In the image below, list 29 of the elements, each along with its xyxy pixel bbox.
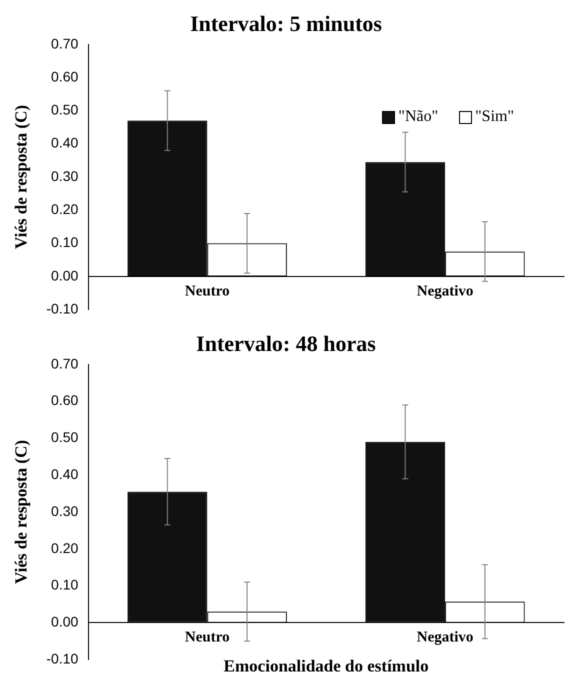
y-tick-label: -0.10 — [46, 300, 79, 316]
y-axis-title: Viés de resposta (C) — [12, 104, 31, 250]
chart-title: Intervalo: 5 minutos — [190, 10, 382, 36]
y-tick-label: 0.70 — [51, 35, 79, 52]
y-tick-label: 0.20 — [51, 201, 79, 218]
x-tick-label: Negativo — [416, 630, 474, 646]
y-tick-label: 0.00 — [51, 267, 79, 284]
legend-label: "Não" — [398, 108, 438, 126]
y-tick-label: 0.70 — [51, 355, 79, 372]
y-tick-label: 0.50 — [51, 429, 79, 446]
y-tick-label: 0.30 — [51, 502, 79, 519]
y-tick-label: 0.10 — [51, 234, 79, 250]
y-tick-label: 0.00 — [51, 614, 79, 630]
y-tick-label: 0.60 — [51, 68, 79, 84]
y-tick-label: 0.30 — [51, 168, 79, 184]
x-tick-label: Neutro — [184, 283, 230, 300]
y-tick-label: 0.40 — [51, 466, 79, 482]
y-tick-label: 0.10 — [51, 576, 79, 593]
x-tick-label: Neutro — [184, 630, 230, 646]
y-tick-label: 0.50 — [51, 102, 79, 118]
y-tick-label: -0.10 — [46, 650, 79, 666]
x-tick-label: Negativo — [416, 283, 474, 300]
chart-title: Intervalo: 48 horas — [196, 330, 376, 356]
y-tick-label: 0.20 — [51, 540, 79, 556]
y-tick-label: 0.60 — [51, 392, 79, 408]
y-tick-label: 0.40 — [51, 134, 79, 151]
x-axis-title: Emocionalidade do estímulo — [224, 656, 429, 676]
legend-label: "Sim" — [475, 108, 514, 126]
y-axis-title: Viés de resposta (C) — [12, 440, 31, 584]
